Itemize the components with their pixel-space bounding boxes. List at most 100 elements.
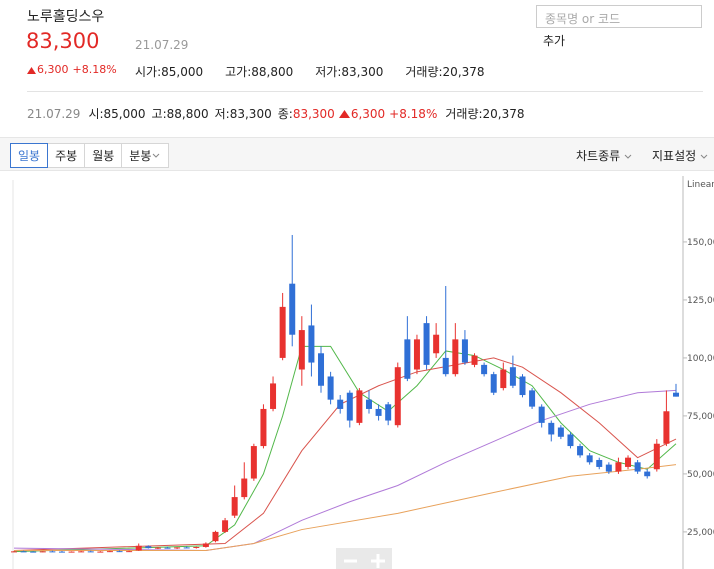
candle-body [346,392,353,421]
moving-average [13,357,677,551]
up-arrow [338,110,350,118]
candle-body [519,376,526,396]
indicators[interactable]: 지표설정 [652,147,708,164]
volume-label: 거래량: [445,107,483,121]
candle-body [20,551,27,553]
candle-body [481,364,488,375]
candle-body [279,306,286,358]
candle-body [442,357,449,375]
summary-value: 83,300 [229,106,272,121]
candle-body [308,325,315,363]
candle-body [596,459,603,467]
summary-label: 고: [151,107,167,121]
chart-type-label: 차트종류 [576,149,621,163]
candle-body [586,455,593,463]
candle-body [30,551,37,553]
candle-body [212,531,219,542]
y-tick-label: 150,000 [687,238,714,248]
moving-average [13,345,677,553]
candle-body [615,462,622,472]
summary-value: 85,000 [103,106,146,121]
candle-body [385,404,392,421]
candle-body [375,408,382,416]
candle-body [404,339,411,379]
candle-body [625,457,632,467]
summary-change: 6,300 [350,106,386,121]
candle-body [318,353,325,386]
y-tick-label: 75,000 [687,412,714,422]
candle-body [97,551,104,553]
search-box[interactable]: 종목명 or 코드 [536,5,702,28]
candle-body [557,427,564,437]
summary: 21.07.29 시: 85,000 고: 88,800 저: 83,300 종: 83,300… [27,105,525,122]
candle-body [174,547,181,549]
candle-body [538,406,545,423]
search-placeholder: 종목명 or 코드 [545,12,621,26]
candle-body [509,367,516,386]
candle-body [605,464,612,472]
summary-date: 21.07.29 [27,106,81,121]
candle-body [241,478,248,498]
candle-body [298,330,305,370]
price: 83,300 [26,29,100,53]
summary-label: 종: [277,107,293,121]
candle-body [577,446,584,456]
up-arrow [27,66,36,74]
candle-body [222,520,229,532]
summary-change-pct: +8.18% [389,106,438,121]
period-tab[interactable]: 분봉 [121,143,170,168]
stat-label: 거래량: [405,65,443,79]
summary-value: 88,800 [166,106,209,121]
zoom-control [336,548,392,569]
candle-body [193,546,200,548]
candle-body [49,551,56,553]
chevron [624,154,632,159]
period-tabs: 일봉 주봉 월봉 분봉 [10,143,170,168]
volume: 20,378 [482,106,525,121]
candle-body [154,547,161,549]
date: 21.07.29 [135,38,189,52]
indicators-label: 지표설정 [652,149,697,163]
stat-label: 시가: [135,65,162,79]
summary-value: 83,300 [292,106,335,121]
candle-body [529,390,536,407]
y-tick-label: 25,000 [687,528,714,538]
stat-value: 20,378 [442,64,485,79]
candle-body [356,390,363,423]
candle-body [183,547,190,549]
candle-body [673,392,679,397]
candle-body [39,551,46,553]
candle-body [644,471,651,477]
candle-body [68,551,75,553]
candle-body [11,551,17,553]
y-tick-label: 100,000 [687,354,714,364]
add-button[interactable]: 추가 [543,34,566,48]
candle-body [452,339,459,375]
period-tab[interactable]: 일봉 [10,143,49,168]
stat-label: 저가: [315,65,342,79]
candle-body [58,551,65,553]
y-tick-label: 125,000 [687,296,714,306]
candle-body [231,497,238,516]
stats: 시가: 85,000 고가: 88,800 저가: 83,300 거래량: 20,378 [135,63,485,80]
candle-body [270,383,277,409]
candle-body [260,408,267,447]
period-tab[interactable]: 월봉 [84,143,123,168]
candle-body [500,369,507,389]
change: 6,300 [37,63,69,76]
scale-label: Linear [687,180,714,190]
candle-body [461,339,468,363]
candle-body [653,443,660,470]
candle-body [490,374,497,393]
candle-body [663,411,670,444]
stock-name: 노루홀딩스우 [27,9,105,25]
candle-body [116,551,123,553]
candle-body [135,545,142,551]
moving-average [13,389,677,551]
chart-type[interactable]: 차트종류 [576,147,632,164]
candle-body [250,446,257,479]
moving-average [14,464,677,551]
candle-body [202,543,209,547]
